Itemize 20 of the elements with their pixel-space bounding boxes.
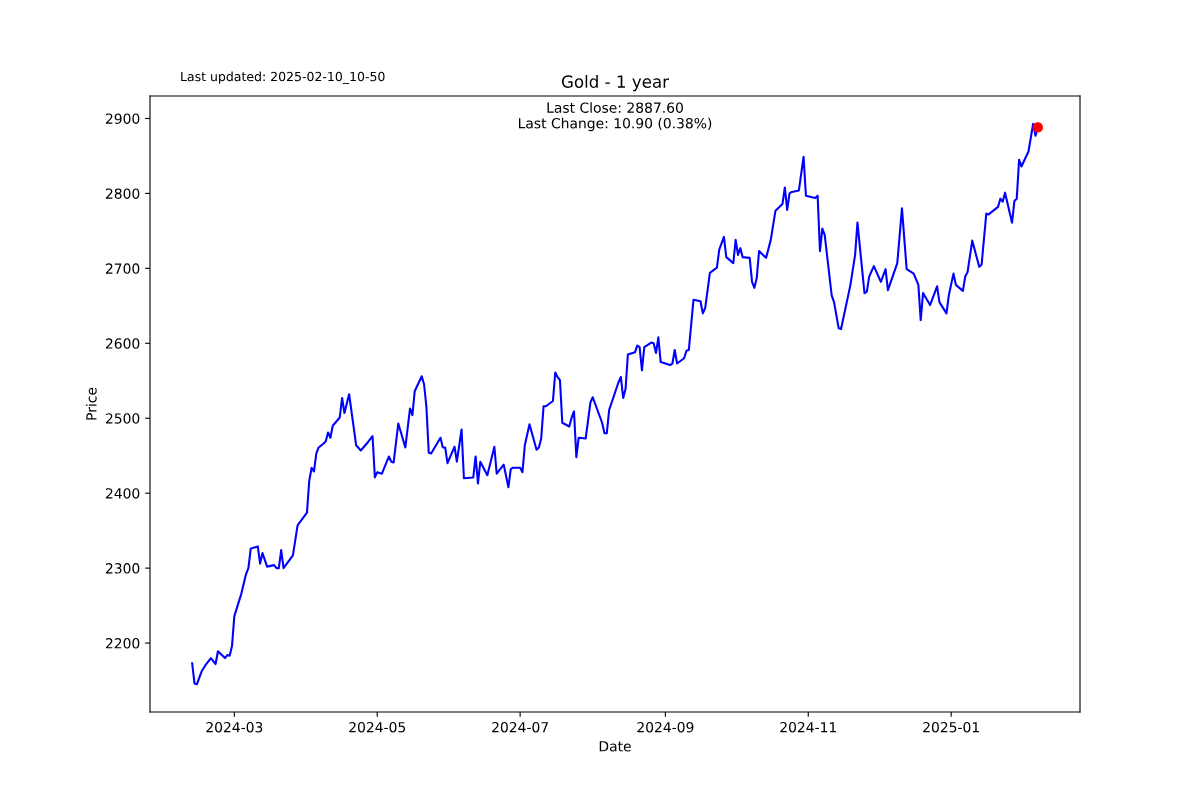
x-tick-label: 2024-07: [492, 721, 548, 733]
y-tick-label: 2400: [105, 488, 140, 499]
x-tick-label: 2025-01: [923, 721, 979, 733]
annotation: Last Close: 2887.60: [547, 102, 683, 113]
text: Last updated: 2025-02-10_10-50: [181, 71, 385, 84]
y-tick-label: 2300: [105, 563, 140, 574]
y-tick-label: 2800: [105, 188, 140, 199]
x-tick-label: 2024-03: [206, 721, 263, 733]
y-tick-label: 2700: [105, 263, 140, 274]
annotation: Last Change: 10.90 (0.38%): [518, 117, 712, 132]
y-tick-label: 2600: [105, 338, 140, 349]
chart-title: Gold - 1 year: [561, 75, 670, 92]
x-tick-label: 2024-11: [780, 721, 836, 733]
x-tick-label: 2024-05: [349, 721, 406, 733]
y-axis-title: Price: [85, 387, 97, 420]
y-tick-label: 2200: [105, 638, 140, 649]
y-tick-label: 2900: [105, 113, 140, 124]
y-tick-label: 2500: [105, 413, 140, 424]
x-tick-label: 2024-09: [637, 721, 694, 733]
x-axis-title: Date: [599, 741, 631, 752]
